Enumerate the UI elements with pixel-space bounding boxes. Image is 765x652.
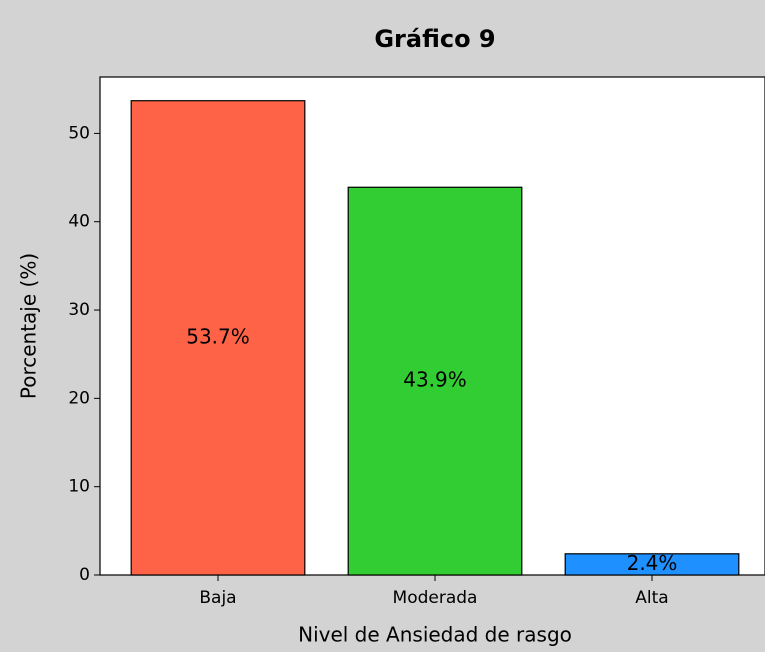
y-tick-label: 20 — [68, 388, 90, 408]
y-tick-label: 10 — [68, 477, 90, 497]
y-tick-label: 30 — [68, 300, 90, 320]
y-axis-label: Porcentaje (%) — [17, 253, 41, 399]
x-tick-label: Alta — [635, 588, 668, 608]
bar — [130, 100, 306, 576]
chart-title: Gráfico 9 — [374, 25, 495, 53]
y-tick-label: 50 — [68, 123, 90, 143]
y-tick-label: 40 — [68, 212, 90, 232]
bar — [564, 553, 740, 576]
bar — [347, 186, 523, 576]
value-label: 43.9% — [403, 368, 467, 392]
value-label: 53.7% — [186, 324, 250, 348]
y-tick-label: 0 — [79, 565, 90, 585]
x-tick-label: Baja — [199, 588, 236, 608]
x-axis-label: Nivel de Ansiedad de rasgo — [298, 623, 572, 647]
x-tick-label: Moderada — [393, 588, 478, 608]
value-label: 2.4% — [627, 551, 678, 575]
